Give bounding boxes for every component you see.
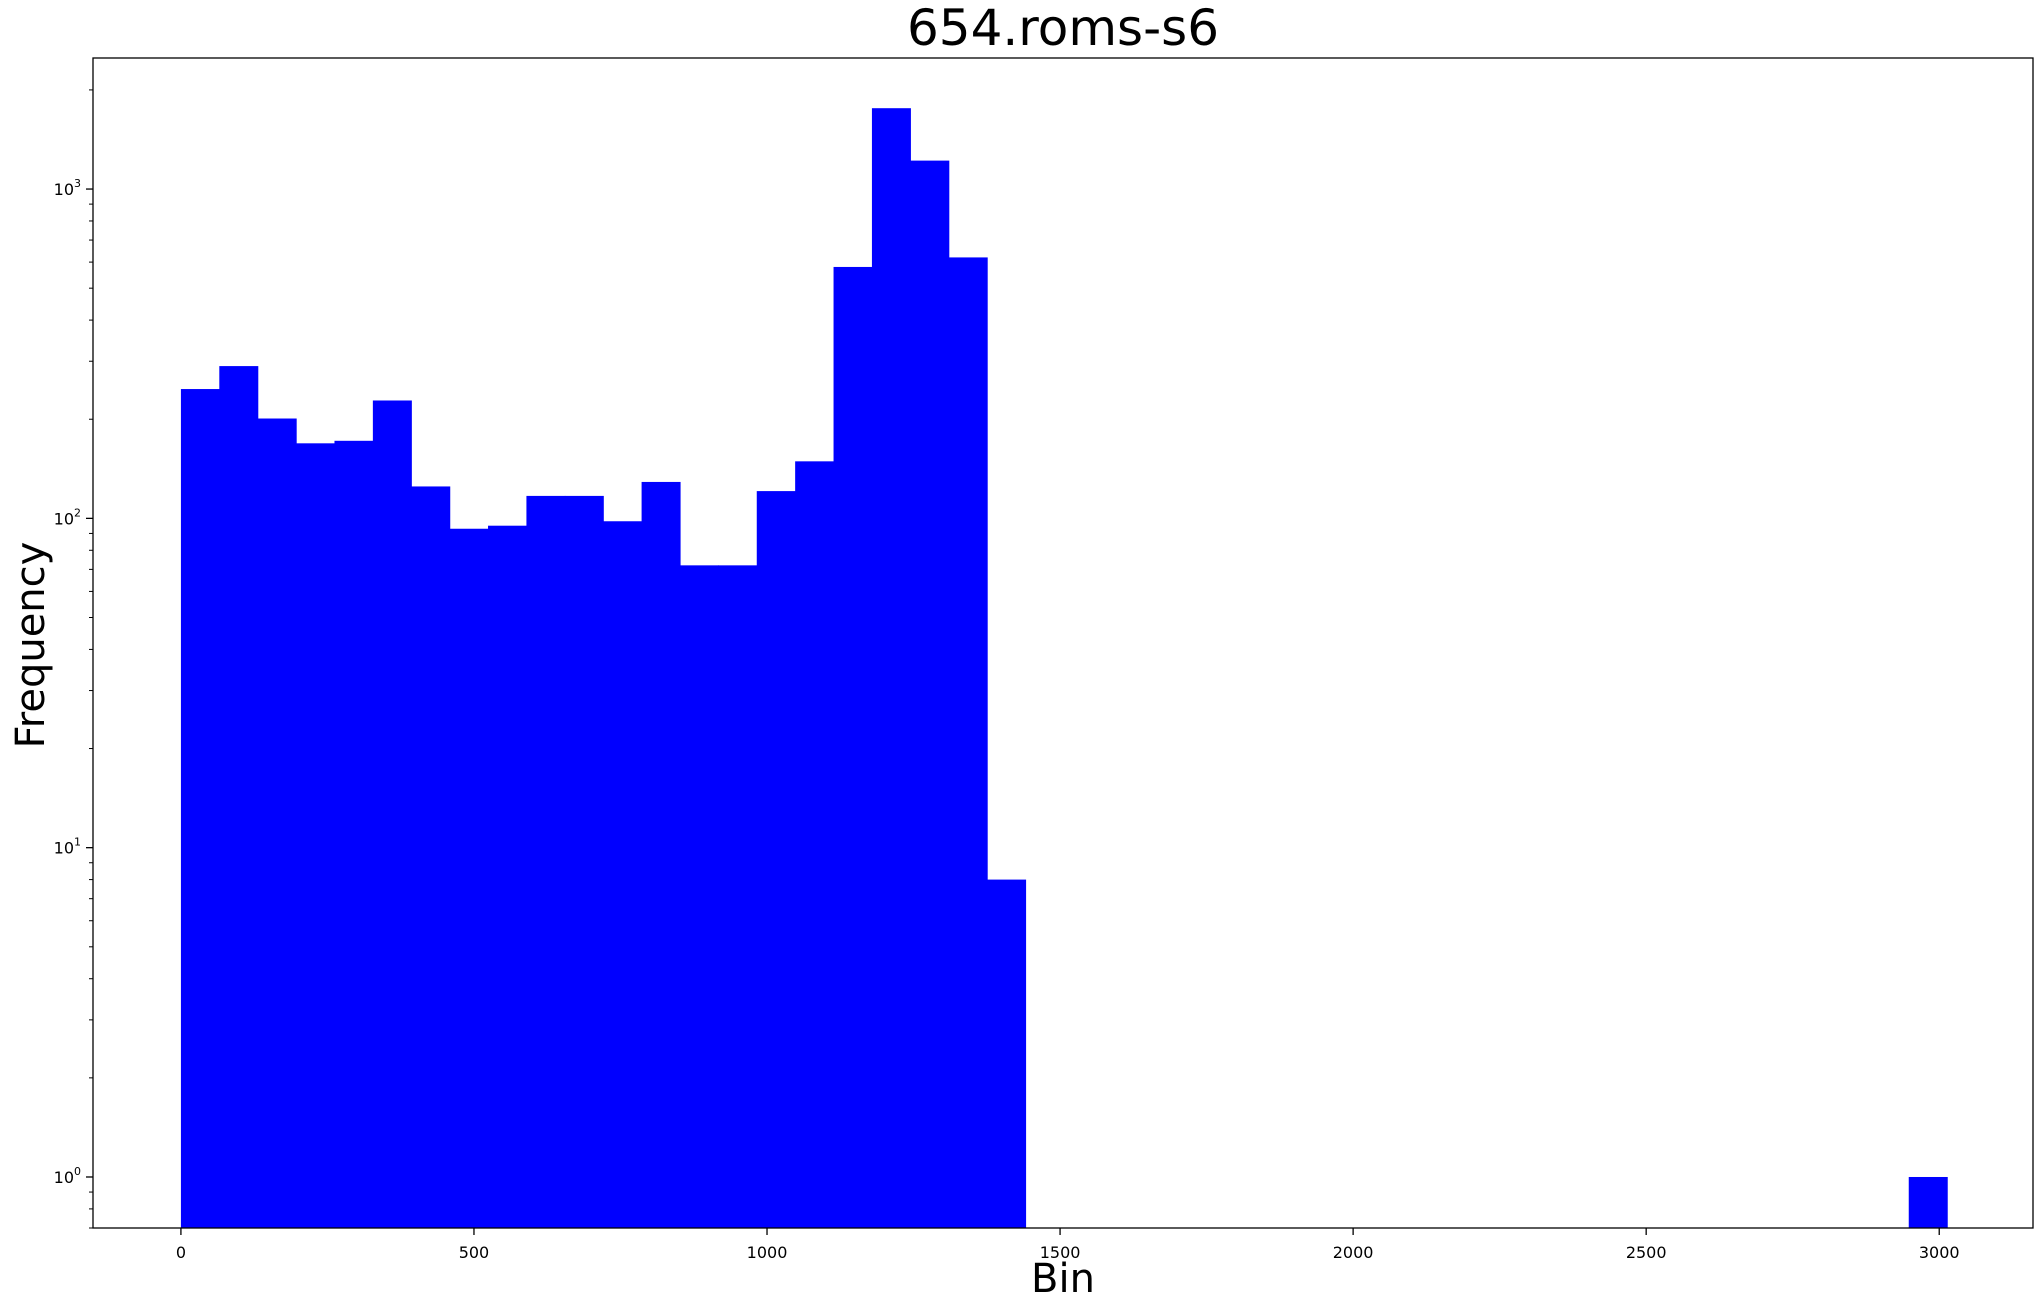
histogram-bar-1 — [219, 366, 259, 1228]
histogram-bar-10 — [564, 495, 604, 1228]
histogram-bar-19 — [910, 160, 950, 1228]
histogram-bar-3 — [296, 443, 336, 1229]
histogram-bar-6 — [411, 486, 451, 1229]
y-minor-ticks — [89, 89, 93, 1229]
y-tick-label: 103 — [54, 177, 81, 199]
y-axis: 100 101 102 103 — [54, 177, 93, 1187]
histogram-bar-5 — [372, 400, 412, 1228]
y-tick-label: 102 — [54, 506, 81, 528]
x-tick-label: 500 — [459, 1243, 490, 1262]
histogram-bar-8 — [488, 525, 528, 1228]
chart-title: 654.roms-s6 — [907, 0, 1219, 57]
histogram-bar-17 — [833, 266, 873, 1228]
x-tick-label: 0 — [176, 1243, 186, 1262]
histogram-bar-21 — [987, 879, 1027, 1228]
histogram-bar-13 — [679, 565, 719, 1228]
x-tick-label: 2500 — [1626, 1243, 1667, 1262]
histogram-bar-9 — [526, 495, 566, 1228]
x-tick-label: 1000 — [747, 1243, 788, 1262]
y-axis-label: Frequency — [8, 542, 54, 749]
histogram-bar-7 — [449, 528, 489, 1228]
histogram-bar-16 — [795, 461, 835, 1228]
histogram-bar-18 — [871, 108, 911, 1229]
y-tick-label: 100 — [54, 1165, 81, 1187]
x-tick-label: 1500 — [1040, 1243, 1081, 1262]
plot-frame — [92, 57, 2034, 1229]
histogram-bar-2 — [257, 418, 297, 1229]
x-axis-label: Bin — [1031, 1256, 1095, 1302]
histogram-bar-15 — [756, 491, 796, 1228]
histogram-bar-12 — [641, 481, 681, 1228]
bars-group — [180, 108, 1948, 1229]
x-tick-label: 2000 — [1333, 1243, 1374, 1262]
x-tick-label: 3000 — [1919, 1243, 1960, 1262]
histogram-bar-11 — [603, 521, 643, 1228]
x-axis: 0 500 1000 1500 2000 2500 3000 — [176, 1228, 1960, 1262]
histogram-bar-20 — [948, 257, 988, 1229]
histogram-bar-22 — [1908, 1176, 1948, 1228]
histogram-bar-14 — [718, 565, 758, 1228]
histogram-bar-4 — [334, 440, 374, 1228]
y-tick-label: 101 — [54, 836, 81, 858]
histogram-bar-0 — [180, 389, 220, 1229]
